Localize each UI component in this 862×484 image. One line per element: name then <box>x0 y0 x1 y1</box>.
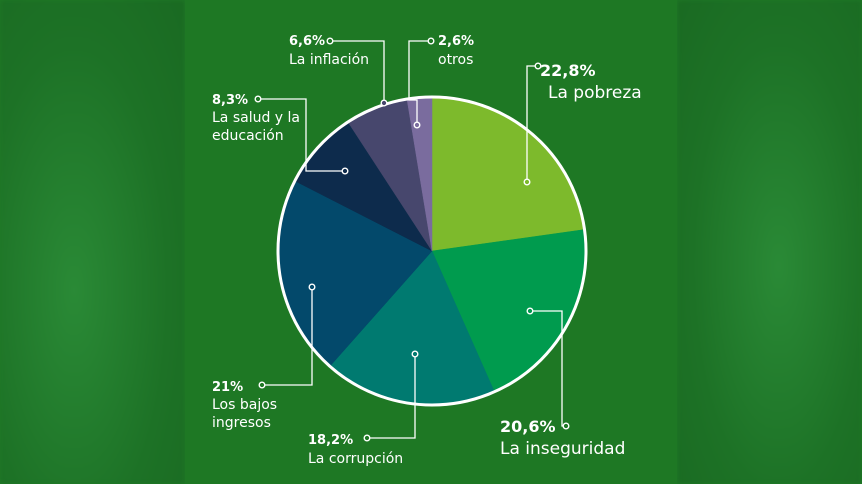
slice-category-label-1: La pobreza <box>548 83 642 103</box>
slice-category-label-6: La inflación <box>289 52 369 68</box>
slice-category-label-4: Los bajos <box>212 397 277 413</box>
leader-line-7 <box>408 40 431 125</box>
leader-line-1 <box>526 65 538 182</box>
leader-line-5 <box>258 98 345 172</box>
slice-anchor-dot-4 <box>308 283 316 291</box>
leader-line-4 <box>262 287 313 386</box>
label-anchor-dot-4 <box>258 381 266 389</box>
label-anchor-dot-3 <box>363 434 371 442</box>
slice-category-label-3: La corrupción <box>308 451 403 467</box>
label-anchor-dot-2 <box>562 422 570 430</box>
slice-percent-label-5: 8,3% <box>212 93 248 108</box>
label-anchor-dot-5 <box>254 95 262 103</box>
leader-line-3 <box>367 354 416 439</box>
label-anchor-dot-6 <box>326 37 334 45</box>
blurred-background-right <box>677 0 862 484</box>
pie-outline <box>276 95 588 407</box>
slice-percent-label-2: 20,6% <box>500 417 556 436</box>
slice-percent-label-4: 21% <box>212 380 243 395</box>
slice-anchor-dot-6 <box>380 99 388 107</box>
slice-percent-label-7: 2,6% <box>438 34 474 49</box>
slice-percent-label-3: 18,2% <box>308 433 353 448</box>
leader-lines <box>254 37 570 442</box>
slice-category-label-7: otros <box>438 52 473 68</box>
pie-slices <box>277 96 587 406</box>
label-anchor-dot-7 <box>427 37 435 45</box>
slice-category-label-2: La inseguridad <box>500 439 625 459</box>
slice-category-label-5: educación <box>212 128 284 144</box>
slice-anchor-dot-7 <box>413 121 421 129</box>
leader-line-6 <box>330 40 385 103</box>
slice-anchor-dot-1 <box>523 178 531 186</box>
slice-category-label-5: La salud y la <box>212 110 300 126</box>
label-anchor-dot-1 <box>534 62 542 70</box>
slice-category-label-4: ingresos <box>212 415 271 431</box>
slice-percent-label-1: 22,8% <box>540 61 596 80</box>
blurred-background-left <box>0 0 185 484</box>
slice-percent-label-6: 6,6% <box>289 34 325 49</box>
slice-anchor-dot-3 <box>411 350 419 358</box>
pie-slice-1 <box>431 96 585 252</box>
slice-anchor-dot-5 <box>341 167 349 175</box>
slice-anchor-dot-2 <box>526 307 534 315</box>
slice-labels: 22,8% La pobreza 20,6% La inseguridad 18,2% L… <box>212 34 642 467</box>
